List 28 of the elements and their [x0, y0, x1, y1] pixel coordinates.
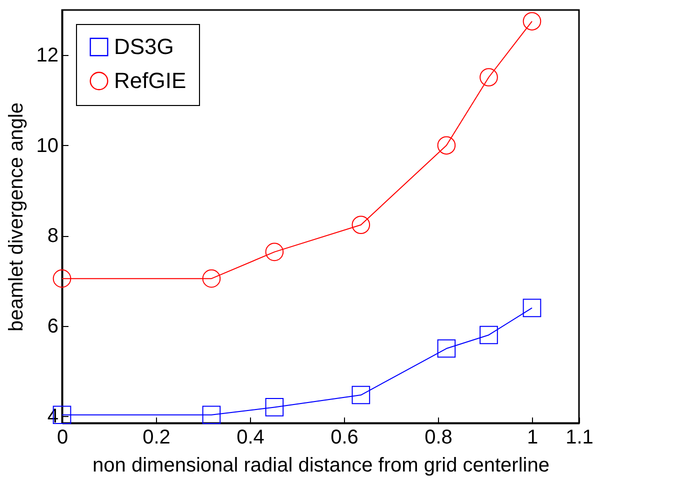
- y-axis-title: beamlet divergence angle: [5, 102, 28, 332]
- point: [437, 136, 456, 155]
- x-tick-label: 0.4: [236, 426, 264, 448]
- point: [352, 386, 370, 404]
- point: [265, 398, 284, 416]
- x-tick-label: 1.1: [566, 426, 594, 448]
- x-tick-label: 0.8: [424, 426, 452, 448]
- point: [522, 298, 542, 318]
- x-tick-label: 0: [56, 426, 68, 448]
- point: [437, 339, 456, 358]
- x-tick-label: 0.2: [142, 426, 170, 448]
- x-tick-label: 0.6: [330, 426, 358, 448]
- point: [480, 326, 498, 344]
- point: [52, 269, 72, 288]
- point: [265, 242, 284, 262]
- y-tick-label: 10: [36, 134, 58, 157]
- point: [352, 216, 370, 234]
- legend-label: DS3G: [114, 34, 174, 59]
- point: [522, 12, 542, 30]
- x-axis-title: non dimensional radial distance from grid centerline: [92, 454, 550, 476]
- legend-label: RefGIE: [114, 68, 186, 93]
- point: [202, 406, 221, 424]
- x-tick-label: 1: [526, 426, 538, 448]
- y-tick-label: 8: [47, 225, 58, 248]
- point: [202, 269, 221, 288]
- point: [480, 68, 498, 86]
- y-tick-label: 6: [47, 315, 58, 338]
- y-tick-label: 12: [36, 44, 58, 67]
